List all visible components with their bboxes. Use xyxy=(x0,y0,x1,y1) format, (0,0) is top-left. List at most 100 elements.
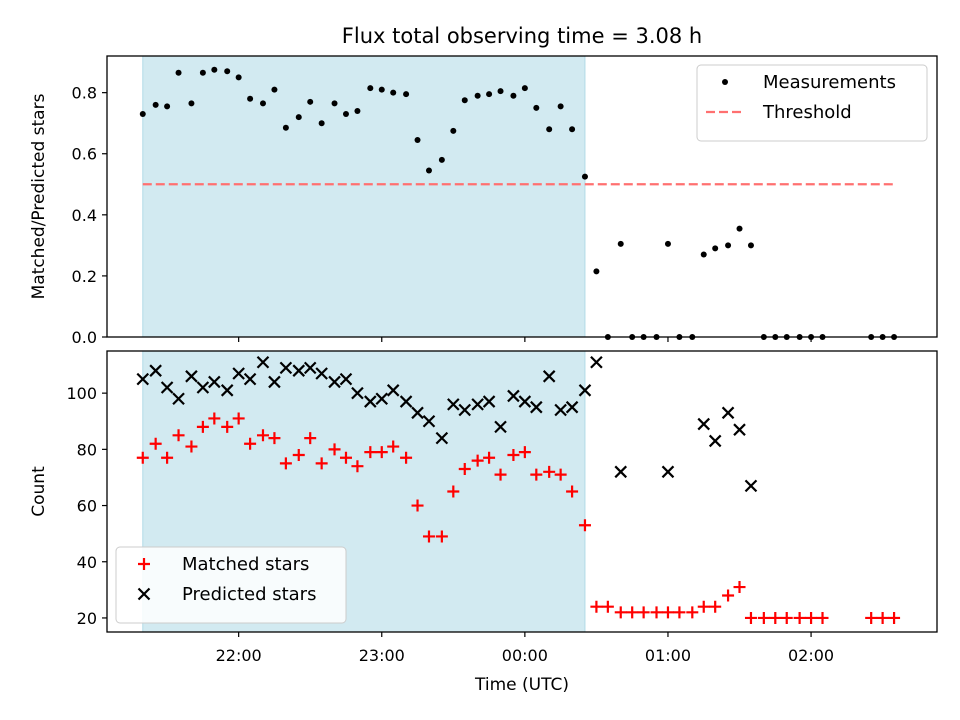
chart-title: Flux total observing time = 3.08 h xyxy=(342,24,702,48)
predicted-stars-point xyxy=(482,395,496,408)
legend-predicted-stars-swatch xyxy=(137,587,151,601)
predicted-stars-point xyxy=(315,367,328,380)
measurements-point xyxy=(581,173,588,180)
predicted-stars-point xyxy=(149,364,162,377)
legend-box xyxy=(696,64,928,142)
matched-stars-point xyxy=(185,440,198,453)
measurements-point xyxy=(593,268,600,275)
predicted-stars-point xyxy=(411,406,424,420)
matched-stars-point xyxy=(637,606,650,619)
predicted-stars-point xyxy=(232,367,245,380)
predicted-stars-point xyxy=(614,465,628,479)
measurements-point xyxy=(736,225,743,232)
ratio-x-ticks xyxy=(238,337,812,342)
predicted-stars-point xyxy=(507,389,520,403)
legend-measurements-swatch xyxy=(722,79,728,85)
predicted-stars-point xyxy=(375,392,389,406)
predicted-stars-point xyxy=(268,375,281,389)
matched-stars-point xyxy=(422,530,435,543)
matched-stars-point xyxy=(328,443,341,456)
predicted-stars-point xyxy=(590,355,603,369)
y-tick-label: 100 xyxy=(66,384,97,403)
x-tick-label: 23:00 xyxy=(359,646,405,665)
predicted-stars-point xyxy=(386,384,400,397)
measurements-point xyxy=(199,69,206,76)
y-tick-label: 0.4 xyxy=(72,206,97,225)
measurements-point xyxy=(557,103,564,110)
matched-stars-point xyxy=(221,420,234,433)
matched-stars-point xyxy=(554,468,567,481)
matched-stars-point xyxy=(697,600,710,613)
matched-stars-point xyxy=(709,600,722,613)
x-tick-label: 00:00 xyxy=(502,646,548,665)
legend-predicted-stars-label: Predicted stars xyxy=(182,584,316,605)
matched-stars-point xyxy=(400,451,413,464)
matched-stars-point xyxy=(447,485,460,498)
measurements-point xyxy=(700,251,707,258)
ratio-legend: Measurements Threshold xyxy=(696,64,928,142)
predicted-stars-point xyxy=(208,375,221,389)
predicted-stars-point xyxy=(697,417,711,431)
measurements-point xyxy=(569,126,576,133)
matched-stars-point xyxy=(208,412,221,425)
measurements-point xyxy=(664,240,671,247)
matched-stars-point xyxy=(483,451,496,464)
measurements-point xyxy=(497,88,504,95)
predicted-stars-point xyxy=(292,364,306,377)
matched-stars-point xyxy=(304,432,317,445)
predicted-stars-point xyxy=(303,361,317,375)
predicted-stars-point xyxy=(471,398,484,411)
predicted-stars-point xyxy=(339,372,353,386)
count-y-ticks: 20 40 60 80 100 xyxy=(66,384,107,628)
matched-stars-point xyxy=(769,611,782,624)
predicted-stars-point xyxy=(458,403,472,417)
x-tick-label: 02:00 xyxy=(788,646,834,665)
measurements-point xyxy=(259,100,266,107)
y-tick-label: 20 xyxy=(77,609,97,628)
matched-stars-point xyxy=(673,606,686,619)
y-tick-label: 0.2 xyxy=(72,267,97,286)
measurements-point xyxy=(271,86,278,93)
measurements-point xyxy=(354,107,361,114)
predicted-stars-point xyxy=(256,355,270,369)
legend-matched-stars-swatch xyxy=(138,558,150,570)
predicted-stars-point xyxy=(279,361,293,375)
y-tick-label: 0.6 xyxy=(72,145,97,164)
observing-window-shade xyxy=(142,55,586,338)
matched-stars-point xyxy=(471,454,484,467)
measurements-point xyxy=(510,92,517,99)
matched-stars-point xyxy=(351,460,364,473)
measurements-point xyxy=(211,66,218,73)
matched-stars-point xyxy=(268,432,281,445)
legend-measurements-label: Measurements xyxy=(763,72,896,93)
measurements-point xyxy=(139,111,146,118)
matched-stars-point xyxy=(244,437,257,450)
x-tick-label: 22:00 xyxy=(216,646,262,665)
matched-stars-point xyxy=(232,412,245,425)
measurements-point xyxy=(450,127,457,134)
measurements-point xyxy=(474,92,481,99)
predicted-stars-point xyxy=(721,406,735,420)
measurements-point xyxy=(390,89,397,96)
predicted-stars-point xyxy=(160,381,174,394)
measurements-point xyxy=(342,111,349,118)
measurements-point xyxy=(546,126,553,133)
predicted-stars-point xyxy=(136,372,150,386)
count-legend: Matched stars Predicted stars xyxy=(115,546,347,624)
matched-stars-point xyxy=(458,463,471,476)
matched-stars-point xyxy=(435,530,448,543)
predicted-stars-point xyxy=(364,395,377,408)
predicted-stars-point xyxy=(554,403,567,417)
measurements-point xyxy=(307,98,314,105)
predicted-stars-point xyxy=(435,431,449,445)
measurements-point xyxy=(461,97,468,104)
measurements-point xyxy=(318,120,325,127)
predicted-stars-point xyxy=(422,414,436,428)
measurements-point xyxy=(725,242,732,249)
predicted-stars-point xyxy=(351,386,364,400)
matched-stars-point xyxy=(601,600,614,613)
measurements-point xyxy=(486,91,493,98)
matched-stars-point xyxy=(780,611,793,624)
matched-stars-point xyxy=(292,448,305,461)
matched-stars-point xyxy=(888,611,901,624)
